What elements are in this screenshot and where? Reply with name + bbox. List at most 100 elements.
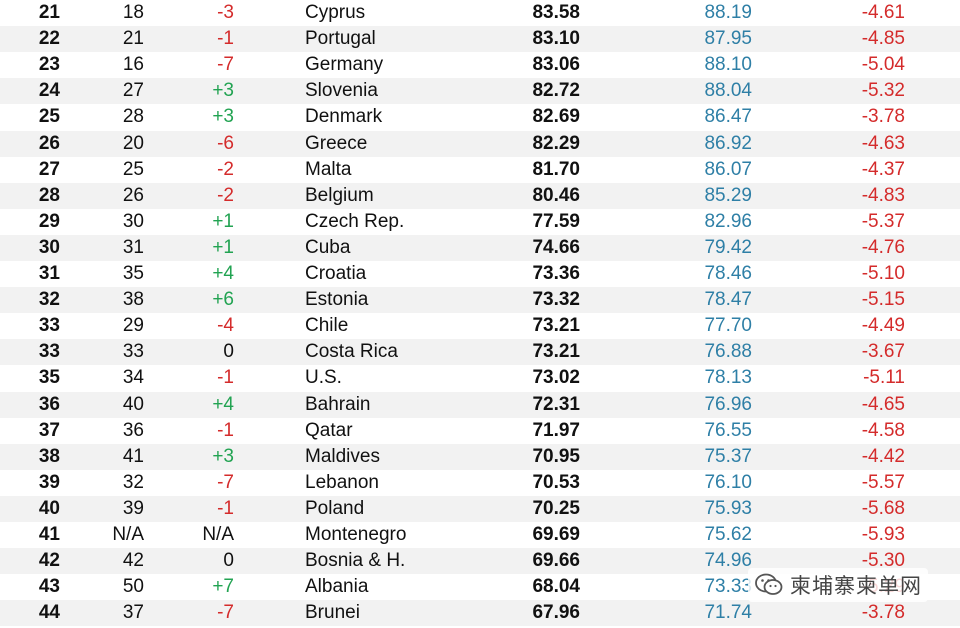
difference-cell: -4.76 (861, 236, 905, 258)
difference-cell: -4.83 (861, 184, 905, 206)
score-cell: 82.69 (532, 106, 580, 128)
table-row: 36 40 +4 Bahrain 72.31 76.96 -4.65 (0, 391, 960, 418)
rank-cell: 40 (38, 497, 60, 519)
reference-score-cell: 71.74 (704, 602, 752, 624)
country-cell: Slovenia (305, 80, 378, 102)
reference-score-cell: 78.13 (704, 367, 752, 389)
previous-rank-cell: 34 (122, 367, 144, 389)
difference-cell: -4.37 (861, 158, 905, 180)
country-cell: Czech Rep. (305, 210, 405, 232)
table-row: 30 31 +1 Cuba 74.66 79.42 -4.76 (0, 234, 960, 261)
rank-change-cell: +1 (212, 210, 234, 232)
rank-change-cell: -1 (217, 367, 234, 389)
rank-cell: 41 (38, 524, 60, 545)
previous-rank-cell: 50 (122, 576, 144, 598)
rank-change-cell: -3 (217, 2, 234, 23)
reference-score-cell: 75.37 (704, 445, 752, 467)
reference-score-cell: 82.96 (704, 210, 752, 232)
score-cell: 73.02 (532, 367, 580, 389)
rank-change-cell: -2 (217, 158, 234, 180)
reference-score-cell: 86.47 (704, 106, 752, 128)
rank-cell: 25 (38, 106, 60, 128)
country-cell: Malta (305, 158, 352, 180)
country-cell: Albania (305, 576, 369, 598)
rank-change-cell: -1 (217, 497, 234, 519)
table-row: 39 32 -7 Lebanon 70.53 76.10 -5.57 (0, 470, 960, 496)
reference-score-cell: 76.55 (704, 419, 752, 441)
rank-change-cell: -7 (217, 602, 234, 624)
table-row: 42 42 0 Bosnia & H. 69.66 74.96 -5.30 (0, 548, 960, 575)
reference-score-cell: 88.10 (704, 54, 752, 76)
table-row: 44 37 -7 Brunei 67.96 71.74 -3.78 (0, 600, 960, 627)
reference-score-cell: 79.42 (704, 236, 752, 258)
rank-cell: 42 (38, 550, 60, 572)
reference-score-cell: 76.88 (704, 341, 752, 363)
rank-cell: 27 (38, 158, 60, 180)
difference-cell: -5.30 (861, 550, 905, 572)
difference-cell: -5.93 (861, 524, 905, 545)
previous-rank-cell: 35 (122, 263, 144, 284)
rank-change-cell: +1 (212, 236, 234, 258)
previous-rank-cell: 41 (122, 445, 144, 467)
score-cell: 73.32 (532, 289, 580, 311)
previous-rank-cell: 28 (122, 106, 144, 128)
score-cell: 68.04 (532, 576, 580, 598)
score-cell: 74.66 (532, 236, 580, 258)
previous-rank-cell: 38 (122, 289, 144, 311)
difference-cell: -4.65 (861, 393, 905, 415)
reference-score-cell: 78.46 (704, 263, 752, 284)
previous-rank-cell: 42 (122, 550, 144, 572)
table-row: 32 38 +6 Estonia 73.32 78.47 -5.15 (0, 287, 960, 314)
table-row: 29 30 +1 Czech Rep. 77.59 82.96 -5.37 (0, 209, 960, 235)
country-cell: Bahrain (305, 393, 371, 415)
previous-rank-cell: 30 (122, 210, 144, 232)
previous-rank-cell: 39 (122, 497, 144, 519)
previous-rank-cell: 21 (122, 28, 144, 50)
table-row: 22 21 -1 Portugal 83.10 87.95 -4.85 (0, 26, 960, 53)
rank-change-cell: N/A (202, 524, 234, 545)
difference-cell: -5.68 (861, 497, 905, 519)
rank-cell: 36 (38, 393, 60, 415)
rank-cell: 28 (38, 184, 60, 206)
score-cell: 71.97 (532, 419, 580, 441)
reference-score-cell: 86.07 (704, 158, 752, 180)
country-cell: Greece (305, 132, 368, 154)
table-row: 41 N/A N/A Montenegro 69.69 75.62 -5.93 (0, 522, 960, 548)
previous-rank-cell: 18 (122, 2, 144, 23)
rank-cell: 29 (38, 210, 60, 232)
reference-score-cell: 76.96 (704, 393, 752, 415)
rank-cell: 33 (38, 315, 60, 337)
score-cell: 73.21 (532, 315, 580, 337)
difference-cell: -4.58 (861, 419, 905, 441)
table-row: 38 41 +3 Maldives 70.95 75.37 -4.42 (0, 443, 960, 470)
rank-cell: 24 (38, 80, 60, 102)
difference-cell: -5.57 (861, 471, 905, 493)
previous-rank-cell: 25 (122, 158, 144, 180)
table-row: 33 33 0 Costa Rica 73.21 76.88 -3.67 (0, 339, 960, 366)
table-row: 40 39 -1 Poland 70.25 75.93 -5.68 (0, 495, 960, 522)
score-cell: 83.58 (532, 2, 580, 23)
rank-change-cell: +4 (212, 263, 234, 284)
rank-cell: 38 (38, 445, 60, 467)
score-cell: 73.21 (532, 341, 580, 363)
reference-score-cell: 75.93 (704, 497, 752, 519)
rank-change-cell: +3 (212, 80, 234, 102)
difference-cell: -4.49 (861, 315, 905, 337)
difference-cell: -4.85 (861, 28, 905, 50)
previous-rank-cell: 26 (122, 184, 144, 206)
table-row: 26 20 -6 Greece 82.29 86.92 -4.63 (0, 130, 960, 157)
reference-score-cell: 75.62 (704, 524, 752, 545)
rank-cell: 32 (38, 289, 60, 311)
wechat-logo-icon (755, 573, 783, 595)
reference-score-cell: 77.70 (704, 315, 752, 337)
difference-cell: -3.67 (861, 341, 905, 363)
rank-cell: 37 (38, 419, 60, 441)
previous-rank-cell: 31 (122, 236, 144, 258)
country-cell: Chile (305, 315, 349, 337)
rank-change-cell: -2 (217, 184, 234, 206)
reference-score-cell: 73.33 (704, 576, 752, 598)
difference-cell: -5.04 (861, 54, 905, 76)
reference-score-cell: 88.19 (704, 2, 752, 23)
score-cell: 83.10 (532, 28, 580, 50)
country-cell: Germany (305, 54, 384, 76)
